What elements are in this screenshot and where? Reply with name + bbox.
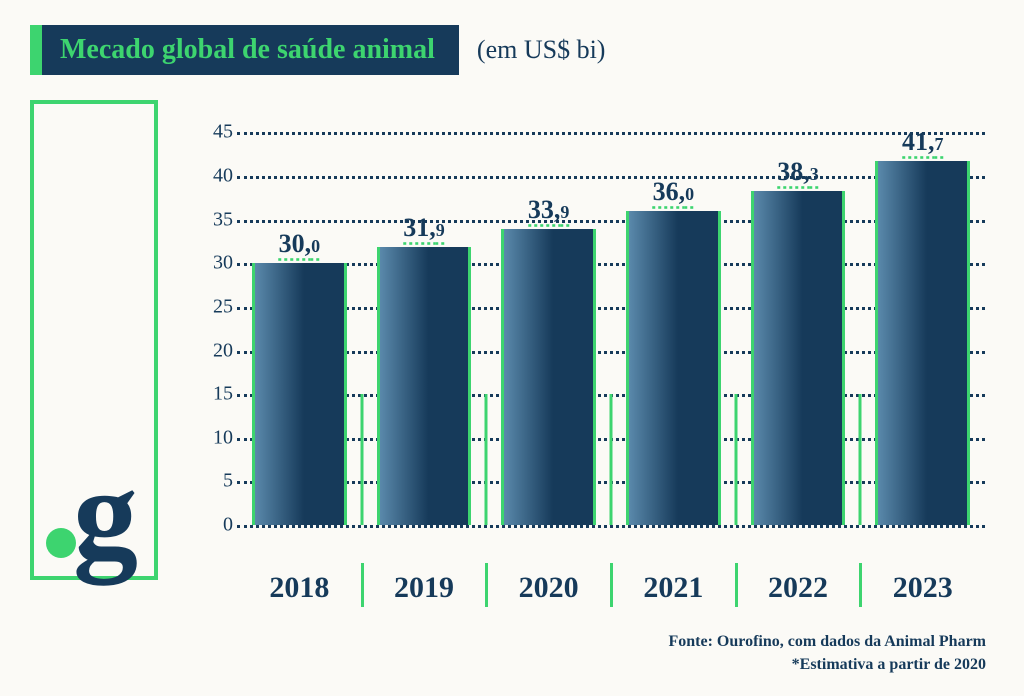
y-tick-label: 25 xyxy=(185,295,233,318)
bar-slot: 33,9 xyxy=(486,115,611,525)
accent-bar xyxy=(30,25,42,75)
x-label: 2019 xyxy=(362,571,487,605)
gridline xyxy=(237,525,985,528)
chart-title: Mecado global de saúde animal xyxy=(60,34,435,66)
chart-subtitle: (em US$ bi) xyxy=(477,35,606,65)
note-text: *Estimativa a partir de 2020 xyxy=(669,654,987,676)
y-tick-label: 40 xyxy=(185,165,233,188)
footer: Fonte: Ourofino, com dados da Animal Pha… xyxy=(669,631,987,676)
x-label: 2022 xyxy=(736,571,861,605)
y-tick-label: 5 xyxy=(185,470,233,493)
bar-slot: 31,9 xyxy=(362,115,487,525)
bar-value-label: 38,3 xyxy=(777,157,819,191)
header: Mecado global de saúde animal (em US$ bi… xyxy=(30,20,994,80)
y-tick-label: 20 xyxy=(185,339,233,362)
x-label: 2021 xyxy=(611,571,736,605)
chart-area: 0 5 10 15 20 25 30 35 40 45 30,0 31,9 33,9 36,0 38,3 4… xyxy=(185,115,985,555)
bar-slot: 36,0 xyxy=(611,115,736,525)
title-box: Mecado global de saúde animal xyxy=(42,25,459,75)
bar-slot: 30,0 xyxy=(237,115,362,525)
bar-slot: 38,3 xyxy=(736,115,861,525)
y-tick-label: 10 xyxy=(185,426,233,449)
bar: 36,0 xyxy=(626,211,721,525)
bar-divider xyxy=(485,394,488,525)
bars-container: 30,0 31,9 33,9 36,0 38,3 41,7 xyxy=(237,115,985,525)
source-text: Fonte: Ourofino, com dados da Animal Pha… xyxy=(669,631,987,653)
bar-value-label: 31,9 xyxy=(403,213,445,247)
x-label: 2023 xyxy=(860,571,985,605)
bar-slot: 41,7 xyxy=(860,115,985,525)
logo-frame: g xyxy=(30,100,158,580)
bar: 38,3 xyxy=(751,191,846,525)
bar: 41,7 xyxy=(875,161,970,525)
y-tick-label: 30 xyxy=(185,252,233,275)
y-tick-label: 35 xyxy=(185,208,233,231)
bar-value-label: 36,0 xyxy=(653,177,695,211)
bar: 31,9 xyxy=(377,247,472,525)
x-axis: 201820192020202120222023 xyxy=(237,571,985,605)
y-tick-label: 45 xyxy=(185,121,233,144)
bar-value-label: 33,9 xyxy=(528,195,570,229)
y-tick-label: 0 xyxy=(185,514,233,537)
bar: 30,0 xyxy=(252,263,347,525)
bar-value-label: 30,0 xyxy=(279,229,321,263)
bar-divider xyxy=(859,394,862,525)
y-tick-label: 15 xyxy=(185,383,233,406)
bar-divider xyxy=(610,394,613,525)
bar-divider xyxy=(360,394,363,525)
bar-divider xyxy=(734,394,737,525)
x-label: 2020 xyxy=(486,571,611,605)
logo-icon: g xyxy=(44,436,144,566)
bar-value-label: 41,7 xyxy=(902,127,944,161)
x-label: 2018 xyxy=(237,571,362,605)
bar: 33,9 xyxy=(501,229,596,525)
